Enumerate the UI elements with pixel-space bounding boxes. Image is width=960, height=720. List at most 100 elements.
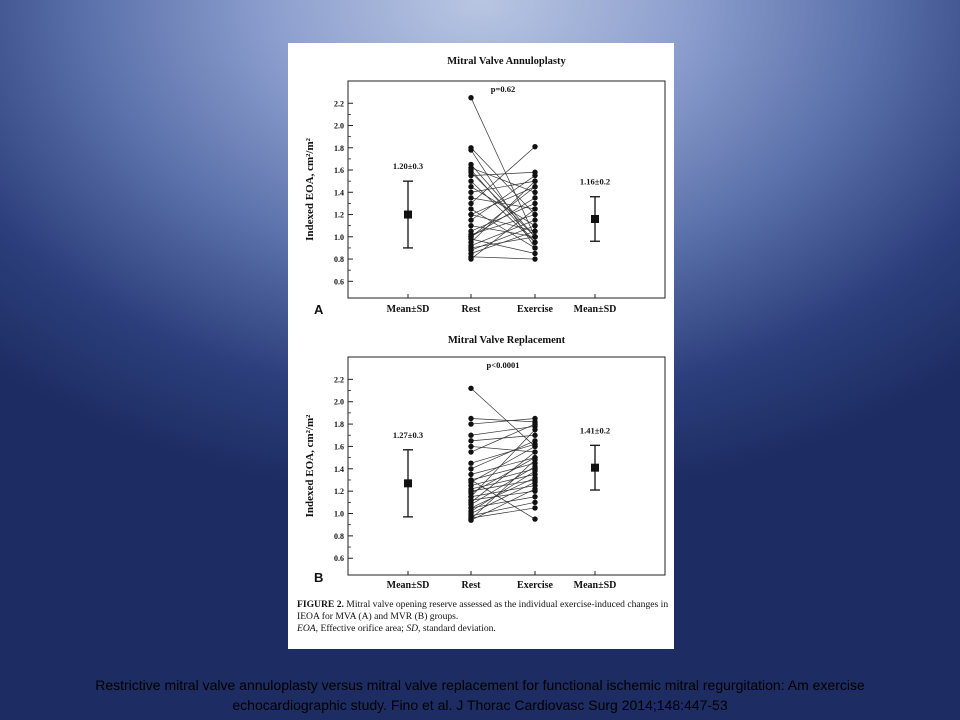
paired-line bbox=[470, 479, 536, 520]
exercise-point bbox=[532, 486, 538, 492]
paired-line bbox=[470, 147, 536, 215]
paired-line bbox=[470, 256, 536, 260]
rest-point bbox=[468, 432, 474, 438]
chart-title: Mitral Valve Replacement bbox=[448, 335, 566, 346]
paired-line bbox=[470, 197, 536, 238]
exercise-point bbox=[532, 217, 538, 223]
paired-line bbox=[470, 423, 536, 453]
rest-point bbox=[468, 200, 474, 207]
plot-frame bbox=[347, 356, 666, 576]
paired-line bbox=[470, 470, 536, 512]
y-tick-label: 1.2 bbox=[334, 211, 344, 220]
rest-point bbox=[468, 189, 474, 195]
rest-point bbox=[468, 460, 474, 466]
paired-line bbox=[470, 425, 536, 436]
rest-point bbox=[468, 415, 474, 422]
rest-point bbox=[468, 234, 474, 240]
paired-line bbox=[470, 418, 536, 425]
exercise-point bbox=[532, 426, 538, 433]
figure-caption: FIGURE 2. Mitral valve opening reserve a… bbox=[297, 599, 669, 635]
rest-point bbox=[468, 443, 474, 450]
y-axis-label: Indexed EOA, cm²/m² bbox=[304, 414, 316, 518]
paired-line bbox=[470, 496, 536, 509]
y-tick-label: 1.4 bbox=[334, 188, 344, 197]
exercise-point bbox=[532, 234, 538, 240]
y-tick-label: 1.2 bbox=[334, 487, 344, 496]
paired-line bbox=[470, 186, 536, 238]
mean-sd-label: 1.20±0.3 bbox=[393, 161, 423, 171]
y-tick-label: 1.8 bbox=[334, 144, 344, 153]
x-category-label: Mean±SD bbox=[387, 580, 430, 591]
caption-abbrev-eoa: EOA, bbox=[297, 623, 319, 634]
rest-point bbox=[468, 178, 474, 184]
paired-line bbox=[470, 457, 536, 494]
mean-sd-label: 1.41±0.2 bbox=[580, 425, 610, 435]
y-tick-label: 0.8 bbox=[334, 532, 344, 541]
exercise-point bbox=[532, 200, 538, 207]
paired-line bbox=[470, 501, 536, 517]
chart-title: Mitral Valve Annuloplasty bbox=[447, 56, 566, 67]
y-tick-label: 2.0 bbox=[334, 122, 344, 131]
figure-caption-text: Mitral valve opening reserve assessed as… bbox=[297, 599, 669, 622]
exercise-point bbox=[532, 415, 538, 422]
rest-point bbox=[468, 385, 474, 392]
exercise-point bbox=[532, 479, 538, 485]
y-axis-label: Indexed EOA, cm²/m² bbox=[304, 137, 316, 241]
p-value-label: p=0.62 bbox=[491, 84, 515, 94]
x-category-label: Mean±SD bbox=[387, 304, 430, 315]
paired-line bbox=[470, 481, 536, 514]
rest-point bbox=[468, 438, 474, 444]
rest-point bbox=[468, 421, 474, 427]
exercise-point bbox=[532, 494, 538, 500]
paired-line bbox=[470, 149, 536, 249]
paired-line bbox=[470, 167, 536, 193]
y-tick-label: 1.0 bbox=[334, 510, 344, 519]
exercise-point bbox=[532, 172, 538, 179]
paired-line bbox=[470, 440, 536, 470]
x-category-label: Exercise bbox=[517, 580, 553, 591]
paired-line bbox=[470, 446, 536, 483]
exercise-point bbox=[532, 189, 538, 195]
rest-point bbox=[468, 172, 474, 179]
y-tick-label: 1.6 bbox=[334, 442, 344, 451]
rest-point bbox=[468, 471, 474, 478]
paired-line bbox=[470, 208, 536, 260]
rest-point bbox=[468, 167, 474, 173]
chart-panel-b: Mitral Valve Replacement0.60.81.01.21.41… bbox=[304, 335, 666, 591]
rest-point bbox=[468, 184, 474, 190]
rest-point bbox=[468, 517, 474, 523]
exercise-point bbox=[532, 178, 538, 184]
chart-panel-a: Mitral Valve Annuloplasty 0.6 0.8 1.0 1.2 1.4… bbox=[304, 56, 666, 317]
paired-line bbox=[470, 97, 536, 237]
mean-marker bbox=[591, 463, 599, 472]
citation-text: Restrictive mitral valve annuloplasty ve… bbox=[95, 677, 865, 713]
exercise-point bbox=[532, 206, 538, 212]
exercise-point bbox=[532, 463, 538, 470]
exercise-point bbox=[532, 449, 538, 455]
p-value-label: p<0.0001 bbox=[487, 360, 520, 370]
x-category-label: Mean±SD bbox=[574, 304, 617, 315]
caption-abbrev-sd: SD, bbox=[406, 623, 421, 634]
x-category-label: Rest bbox=[462, 580, 482, 591]
paired-line bbox=[470, 462, 536, 481]
paired-line bbox=[470, 429, 536, 497]
paired-line bbox=[470, 225, 536, 251]
y-tick-label: 2.0 bbox=[334, 398, 344, 407]
exercise-point bbox=[532, 211, 538, 218]
paired-line bbox=[470, 172, 536, 238]
mean-sd-label: 1.27±0.3 bbox=[393, 430, 423, 440]
paired-line bbox=[470, 146, 536, 204]
rest-point bbox=[468, 217, 474, 223]
rest-point bbox=[468, 222, 474, 229]
y-tick-label: 0.6 bbox=[334, 277, 344, 286]
exercise-point bbox=[532, 421, 538, 427]
rest-point bbox=[468, 147, 474, 153]
figure-caption-label: FIGURE 2. bbox=[297, 599, 344, 610]
exercise-point bbox=[532, 239, 538, 246]
y-tick-label: 0.8 bbox=[334, 255, 344, 264]
paired-line bbox=[470, 388, 536, 447]
x-category-label: Rest bbox=[462, 304, 482, 315]
paired-line bbox=[470, 418, 536, 423]
mean-marker bbox=[404, 479, 412, 488]
exercise-point bbox=[532, 222, 538, 229]
